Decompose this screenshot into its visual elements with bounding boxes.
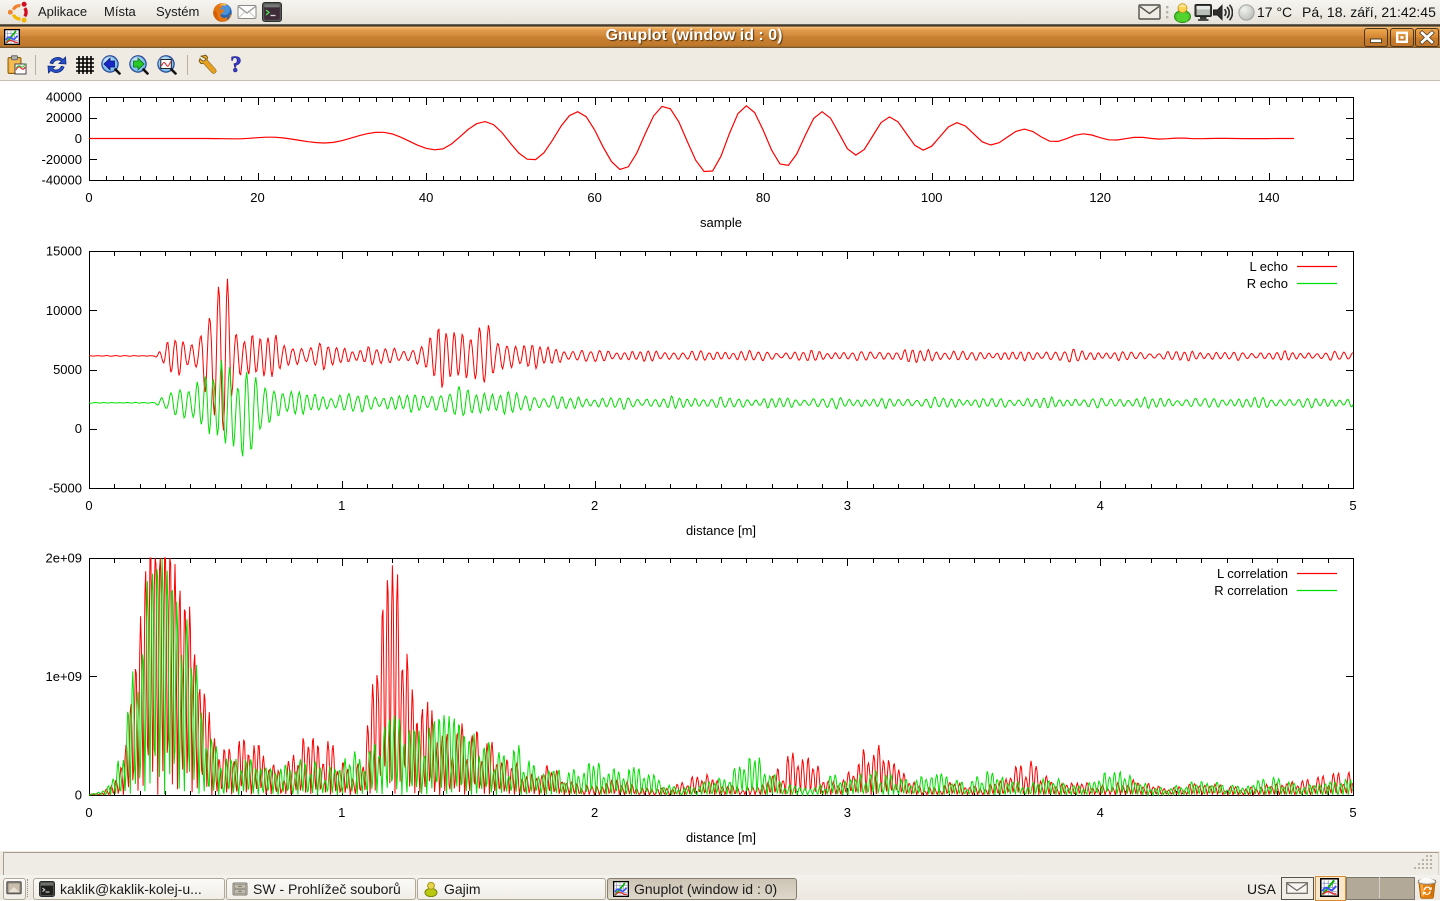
svg-text:L correlation: L correlation (1217, 566, 1288, 581)
svg-text:2: 2 (591, 498, 598, 513)
svg-text:0: 0 (85, 498, 92, 513)
svg-text:100: 100 (921, 190, 943, 205)
svg-text:-20000: -20000 (42, 152, 82, 167)
svg-text:2: 2 (591, 805, 598, 820)
svg-text:2e+09: 2e+09 (45, 551, 82, 566)
svg-text:5000: 5000 (53, 362, 82, 377)
svg-text:-40000: -40000 (42, 173, 82, 188)
svg-text:R correlation: R correlation (1214, 583, 1288, 598)
svg-text:4: 4 (1097, 805, 1104, 820)
svg-text:?: ? (230, 54, 242, 76)
svg-text:20000: 20000 (46, 110, 82, 125)
svg-text:1e+09: 1e+09 (45, 669, 82, 684)
svg-text:3: 3 (844, 498, 851, 513)
svg-text:5: 5 (1349, 498, 1356, 513)
svg-text:40000: 40000 (46, 90, 82, 105)
svg-text:0: 0 (85, 190, 92, 205)
svg-text:40: 40 (419, 190, 433, 205)
svg-text:80: 80 (756, 190, 770, 205)
svg-text:1: 1 (338, 498, 345, 513)
svg-text:0: 0 (75, 131, 82, 146)
svg-text:3: 3 (844, 805, 851, 820)
svg-text:sample: sample (700, 215, 742, 230)
svg-text:distance [m]: distance [m] (686, 523, 756, 538)
svg-text:15000: 15000 (46, 244, 82, 259)
svg-text:10000: 10000 (46, 303, 82, 318)
svg-text:60: 60 (587, 190, 601, 205)
svg-text:4: 4 (1097, 498, 1104, 513)
svg-text:0: 0 (85, 805, 92, 820)
svg-text:20: 20 (250, 190, 264, 205)
svg-text:L echo: L echo (1249, 259, 1288, 274)
svg-text:1: 1 (338, 805, 345, 820)
svg-text:140: 140 (1258, 190, 1280, 205)
svg-text:distance [m]: distance [m] (686, 830, 756, 845)
svg-text:-5000: -5000 (49, 481, 82, 496)
svg-text:R echo: R echo (1247, 276, 1288, 291)
svg-text:120: 120 (1089, 190, 1111, 205)
svg-text:5: 5 (1349, 805, 1356, 820)
svg-text:0: 0 (75, 788, 82, 803)
svg-text:0: 0 (75, 421, 82, 436)
